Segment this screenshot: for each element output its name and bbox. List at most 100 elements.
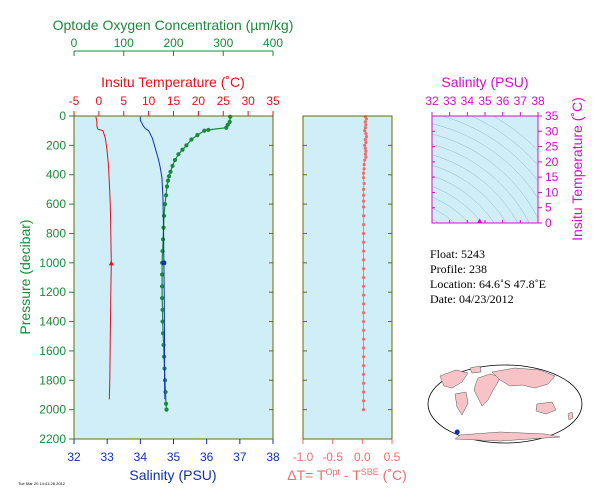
oxygen-point [166, 174, 172, 179]
oxygen-point [202, 128, 207, 133]
ts-panel-background [432, 116, 538, 223]
delta-point [361, 199, 366, 203]
oxygen-point [159, 284, 165, 289]
oxygen-point [162, 378, 168, 383]
ts-x-tick-label: 35 [478, 94, 492, 108]
ts-temperature-axis-title: Insitu Temperature (˚C) [569, 97, 585, 241]
pressure-tick-label: 1200 [39, 285, 66, 299]
ts-y-tick-label: 10 [545, 185, 559, 199]
land-antarctica [454, 431, 561, 442]
salinity-tick-label: 35 [167, 450, 181, 464]
delta-axes: -1.0 -0.5 0.0 0.5 [293, 115, 401, 464]
oxygen-point [163, 401, 169, 406]
delta-point [361, 381, 366, 385]
oxygen-point [227, 119, 232, 124]
delta-title-mid: - T [340, 467, 361, 483]
pressure-tick-label: 1800 [39, 373, 66, 387]
temperature-tick-label: 10 [142, 94, 156, 108]
ts-x-tick-label: 37 [514, 94, 528, 108]
delta-point [361, 372, 366, 376]
profile-series [95, 114, 233, 412]
delta-point [361, 390, 366, 394]
oxygen-point [163, 193, 169, 198]
delta-tick-label: -1.0 [293, 450, 314, 464]
oxygen-point [189, 137, 194, 142]
oxygen-point [160, 307, 165, 312]
oxygen-tick-label: 200 [163, 36, 183, 50]
delta-point [364, 117, 369, 121]
delta-point [361, 275, 366, 280]
salinity-tick-label: 32 [67, 450, 81, 464]
delta-panel-background [303, 116, 392, 439]
pressure-tick-label: 400 [46, 168, 66, 182]
temperature-tick-label: -5 [69, 94, 80, 108]
land-south-america [454, 391, 469, 416]
world-map [427, 364, 583, 444]
oxygen-point [159, 295, 165, 301]
oxygen-point [160, 319, 165, 324]
oxygen-point [159, 272, 165, 277]
oxygen-point [163, 389, 168, 395]
delta-point [361, 171, 366, 175]
temperature-tick-label: 25 [217, 94, 231, 108]
land-asia [491, 367, 556, 389]
delta-point [362, 162, 366, 167]
salinity-marker [161, 260, 167, 266]
delta-title-sup-sbe: SBE [361, 467, 379, 477]
delta-point [361, 293, 366, 297]
location: Location: 64.6˚S 47.8˚E [430, 277, 546, 291]
oxygen-point [164, 407, 169, 412]
map-land [439, 365, 574, 442]
oxygen-point [224, 125, 229, 130]
delta-point [362, 181, 366, 186]
profile-panel-background [74, 116, 273, 439]
ts-y-tick-label: 5 [545, 201, 552, 215]
oxygen-point [195, 132, 200, 138]
oxygen-point [162, 201, 168, 207]
map-location-marker [454, 429, 460, 435]
ts-x-tick-label: 38 [531, 94, 545, 108]
oxygen-point [161, 213, 167, 218]
pressure-tick-label: 600 [46, 197, 66, 211]
delta-title-part: ΔT= T [287, 467, 326, 483]
ts-y-tick-label: 25 [545, 140, 559, 154]
delta-point [363, 120, 367, 124]
pressure-tick-label: 1000 [39, 256, 66, 270]
temperature-profile-line [95, 116, 112, 400]
delta-point [363, 126, 367, 130]
delta-point [363, 143, 367, 147]
ts-y-tick-label: 20 [545, 155, 559, 169]
salinity-profile-line [139, 116, 166, 400]
delta-series [361, 115, 369, 412]
delta-point [364, 132, 368, 136]
temperature-tick-label: 5 [120, 94, 127, 108]
delta-tick-label: 0.5 [384, 450, 401, 464]
delta-point [364, 155, 368, 159]
oxygen-axis-title: Optode Oxygen Concentration (µm/kg) [53, 17, 294, 33]
delta-point [361, 408, 366, 412]
delta-axis-title: ΔT= TOpt - TSBE (˚C) [287, 467, 407, 483]
temperature-marker [108, 260, 114, 266]
salinity-tick-label: 33 [100, 450, 114, 464]
oxygen-point [160, 237, 166, 242]
pressure-tick-label: 2200 [39, 432, 66, 446]
oxygen-tick-label: 400 [263, 36, 283, 50]
delta-point [361, 337, 366, 341]
profile-number: Profile: 238 [430, 262, 487, 276]
pressure-tick-label: 1400 [39, 315, 66, 329]
date: Date: 04/23/2012 [430, 292, 514, 306]
delta-point [364, 134, 369, 139]
delta-point [361, 258, 366, 262]
oxygen-point [184, 143, 189, 148]
ts-y-tick-label: 15 [545, 170, 559, 184]
delta-point [364, 149, 368, 153]
delta-point [363, 137, 367, 142]
pressure-tick-label: 0 [59, 109, 66, 123]
delta-point [363, 152, 367, 156]
delta-panel-frame [302, 115, 393, 440]
delta-point [361, 399, 366, 403]
ts-x-tick-label: 34 [461, 94, 475, 108]
